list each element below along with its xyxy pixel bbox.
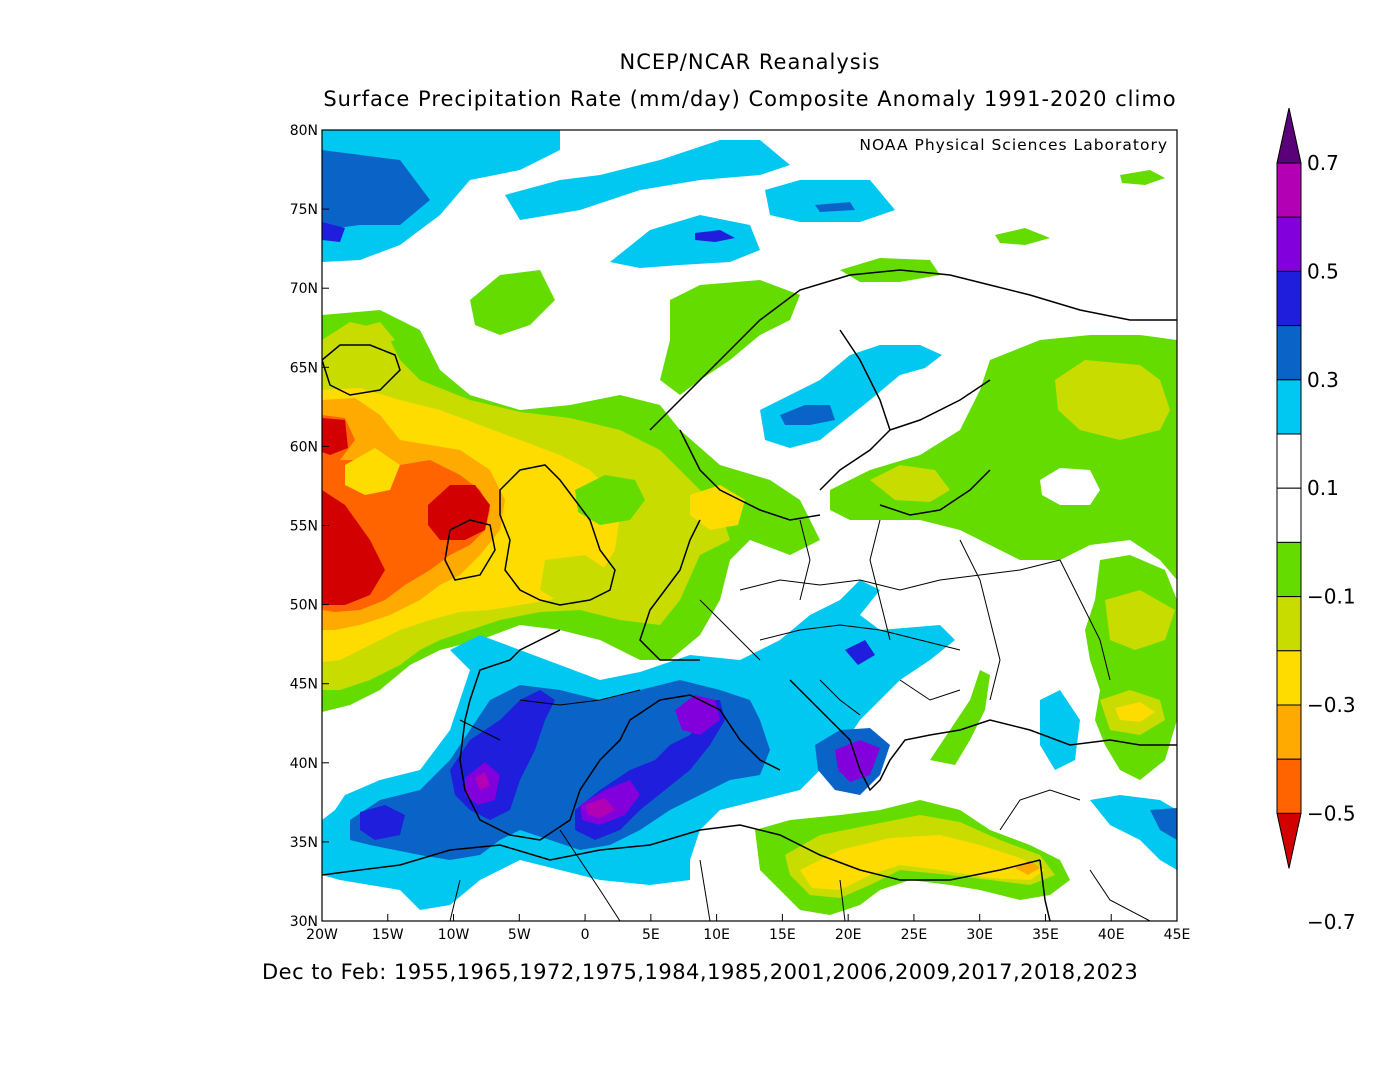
lat-tick-label: 60N: [290, 439, 318, 455]
region-magenta-westmed: [585, 798, 615, 818]
region-darkblue-atl: [360, 805, 405, 840]
colorbar-swatch: [1276, 216, 1302, 272]
colorbar-label: 0.5: [1307, 259, 1339, 283]
lon-tick-label: 10W: [438, 927, 470, 943]
colorbar-extend-bottom: [1276, 812, 1302, 869]
colorbar-swatch: [1276, 433, 1302, 489]
lat-tick-label: 30N: [290, 914, 318, 930]
region-darkblue-arctic: [322, 222, 345, 242]
lon-tick-label: 5E: [642, 927, 660, 943]
region-blue-east: [1150, 808, 1177, 840]
region-green-turkey: [930, 670, 990, 765]
region-blue-spitsbergen: [815, 202, 855, 212]
lon-tick-label: 25E: [901, 927, 928, 943]
region-green-icel-n: [470, 270, 555, 335]
colorbar-label: −0.5: [1307, 801, 1356, 825]
region-green-uk: [575, 475, 645, 525]
region-blue-scand: [780, 405, 835, 425]
region-red-ireland: [428, 485, 490, 540]
colorbar-label: 0.3: [1307, 368, 1339, 392]
region-yellowgreen-eastS: [1105, 590, 1175, 650]
colorbar-swatch: [1276, 487, 1302, 543]
colorbar-label: 0.7: [1307, 151, 1339, 175]
region-blue-norwegian: [695, 230, 735, 242]
region-green-small2: [1120, 170, 1165, 185]
anomaly-field: [322, 130, 1177, 921]
lat-tick-label: 35N: [290, 835, 318, 851]
lon-tick-label: 15W: [372, 927, 404, 943]
lon-tick-label: 5W: [508, 927, 531, 943]
region-yellowgreen-nsea: [540, 555, 615, 605]
colorbar-swatch: [1276, 650, 1302, 706]
lat-tick-label: 80N: [290, 123, 318, 139]
region-yellow-eastmed: [800, 835, 1045, 890]
lon-axis: 20W 15W 10W 5W 0 5E 10E 15E 20E 25E 30E 35E 40E 45E: [306, 914, 1190, 943]
lat-tick-label: 70N: [290, 281, 318, 297]
credit-text: NOAA Physical Sciences Laboratory: [859, 136, 1168, 154]
region-yellowgreen-ice: [350, 322, 395, 350]
lon-tick-label: 15E: [769, 927, 796, 943]
colorbar: 0.7 0.5 0.3 0.1 −0.1 −0.3 −0.5 −0.7: [1276, 107, 1356, 934]
lat-tick-label: 55N: [290, 519, 318, 535]
chart-title: NCEP/NCAR Reanalysis: [619, 50, 881, 74]
colorbar-swatch: [1276, 379, 1302, 435]
colorbar-swatch: [1276, 162, 1302, 218]
colorbar-label: 0.1: [1307, 476, 1339, 500]
region-green-small1: [995, 228, 1050, 245]
lon-tick-label: 20E: [835, 927, 862, 943]
region-yellowgreen-east: [1055, 360, 1170, 440]
lon-tick-label: 0: [581, 927, 590, 943]
lat-tick-label: 40N: [290, 756, 318, 772]
lat-tick-label: 45N: [290, 677, 318, 693]
borders: [449, 519, 1151, 921]
composite-years: Dec to Feb: 1955,1965,1972,1975,1984,198…: [262, 960, 1139, 984]
region-green-scand: [660, 280, 800, 395]
region-magenta-iberia: [475, 772, 490, 790]
lat-tick-label: 65N: [290, 360, 318, 376]
region-darkblue-danube: [845, 640, 875, 665]
colorbar-extend-top: [1276, 107, 1302, 164]
region-cyan-anatolia: [1040, 690, 1080, 770]
region-cyan-norwegian: [610, 215, 760, 268]
region-yellow-iceland-s: [345, 448, 400, 495]
colorbar-swatch: [1276, 270, 1302, 327]
region-yellowgreen-baltic: [870, 465, 950, 502]
region-green-small3: [840, 258, 940, 282]
colorbar-swatch: [1276, 758, 1302, 814]
lat-tick-label: 75N: [290, 202, 318, 218]
colorbar-swatch: [1276, 541, 1302, 598]
lon-tick-label: 10E: [703, 927, 730, 943]
region-yellow-caspian: [1115, 702, 1155, 722]
region-cyan-barents: [505, 140, 790, 220]
region-white-east: [1040, 468, 1100, 505]
colorbar-label: −0.7: [1307, 910, 1356, 934]
region-cyan-spitsbergen: [765, 180, 895, 222]
lat-tick-label: 50N: [290, 598, 318, 614]
lat-axis: 80N 75N 70N 65N 60N 55N 50N 45N 40N 35N 30N: [290, 123, 329, 930]
region-blue-arctic: [322, 150, 430, 230]
colorbar-label: −0.3: [1307, 693, 1356, 717]
region-red-iceland: [322, 418, 348, 455]
lon-tick-label: 30E: [966, 927, 993, 943]
colorbar-swatch: [1276, 596, 1302, 652]
lon-tick-label: 35E: [1032, 927, 1059, 943]
lon-tick-label: 40E: [1098, 927, 1125, 943]
lon-tick-label: 45E: [1164, 927, 1191, 943]
colorbar-swatch: [1276, 704, 1302, 760]
region-orange-levant: [1015, 860, 1040, 875]
region-blue-med: [350, 680, 770, 860]
colorbar-label: −0.1: [1307, 585, 1356, 609]
region-red-atlantic: [322, 490, 385, 605]
coastlines: [322, 269, 1177, 921]
lon-tick-label: 20W: [306, 927, 338, 943]
colorbar-swatch: [1276, 325, 1302, 381]
chart-subtitle: Surface Precipitation Rate (mm/day) Comp…: [323, 87, 1177, 111]
